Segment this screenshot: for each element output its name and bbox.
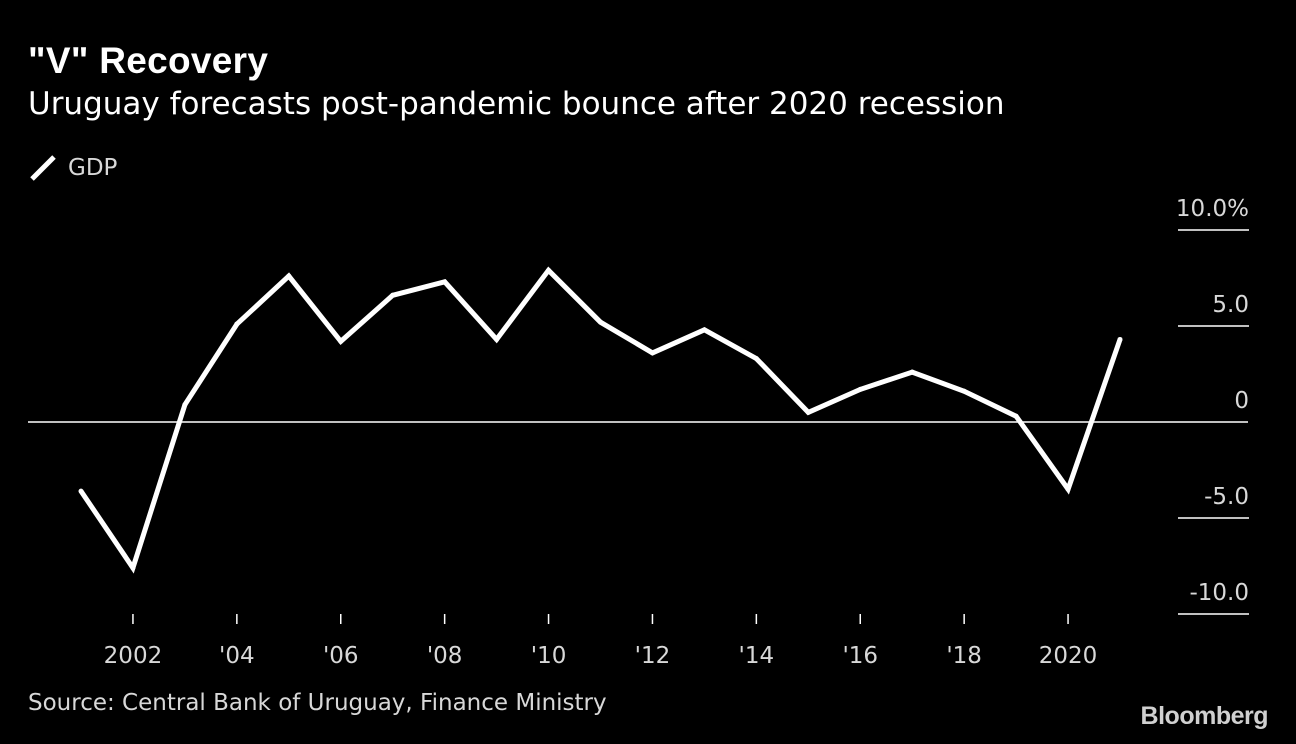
gdp-data-point <box>598 319 603 325</box>
gdp-data-point <box>701 327 707 333</box>
gdp-data-point <box>1065 486 1071 492</box>
x-tick-label: 2002 <box>104 643 163 669</box>
gdp-data-point <box>442 279 448 285</box>
gdp-series-line <box>78 266 1123 574</box>
gdp-data-point <box>234 321 240 327</box>
gdp-data-point <box>338 338 344 344</box>
y-tick-label: -5.0 <box>1204 484 1249 510</box>
x-tick-label: '06 <box>323 643 359 669</box>
gdp-data-point <box>494 336 500 342</box>
chart-title: "V" Recovery <box>28 40 269 81</box>
gdp-data-point <box>130 565 136 571</box>
gdp-data-point <box>961 388 967 394</box>
source-note: Source: Central Bank of Uruguay, Finance… <box>28 690 607 716</box>
y-tick-label: 0 <box>1234 388 1249 414</box>
y-tick-label: 10.0% <box>1176 196 1249 222</box>
x-tick-label: '14 <box>739 643 775 669</box>
gdp-data-point <box>1013 413 1019 419</box>
gdp-data-point <box>1117 336 1123 342</box>
gdp-data-point <box>390 292 396 298</box>
x-tick-label: '08 <box>427 643 463 669</box>
gdp-data-point <box>909 369 915 375</box>
x-tick-label: '16 <box>842 643 878 669</box>
legend-line-icon <box>30 155 56 181</box>
gdp-data-point <box>857 386 863 392</box>
gdp-data-point <box>753 356 759 362</box>
gdp-data-point <box>286 273 292 279</box>
x-tick-label: '10 <box>531 643 567 669</box>
gdp-data-point <box>649 350 655 356</box>
x-tick-label: '18 <box>946 643 982 669</box>
x-tick-label: 2020 <box>1039 643 1098 669</box>
gdp-data-point <box>805 409 811 415</box>
legend: GDP <box>28 153 117 183</box>
gdp-data-point <box>546 267 552 273</box>
x-tick-label: '04 <box>219 643 255 669</box>
gdp-data-point <box>182 402 188 408</box>
chart-subtitle: Uruguay forecasts post-pandemic bounce a… <box>28 86 1005 122</box>
y-tick-label: 5.0 <box>1212 292 1249 318</box>
gdp-data-point <box>78 488 84 494</box>
x-tick-label: '12 <box>635 643 671 669</box>
bloomberg-logo: Bloomberg <box>1140 702 1269 730</box>
y-tick-label: -10.0 <box>1189 580 1249 606</box>
legend-label-gdp: GDP <box>68 155 118 181</box>
